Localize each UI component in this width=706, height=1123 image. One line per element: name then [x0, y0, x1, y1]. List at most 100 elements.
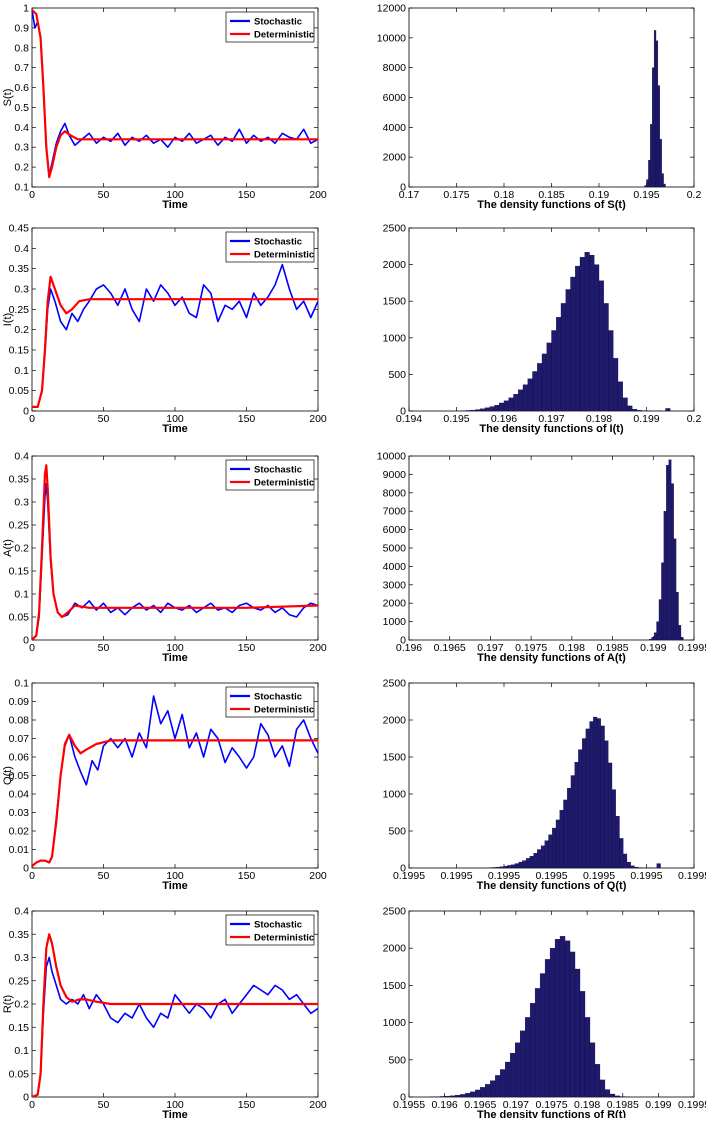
histogram-bar [669, 460, 671, 640]
y-tick-label: 0.06 [9, 752, 30, 764]
x-tick-label: 0 [29, 1099, 35, 1111]
y-tick-label: 7000 [383, 506, 407, 518]
histogram-bar [549, 835, 553, 868]
y-tick-label: 500 [388, 1054, 406, 1066]
y-tick-label: 0.7 [14, 62, 29, 74]
histogram-bar [595, 1064, 600, 1097]
y-tick-label: 0.1 [14, 1045, 29, 1057]
y-tick-label: 2000 [383, 715, 407, 727]
histogram-bar [499, 403, 504, 411]
histogram-bar [522, 861, 526, 868]
x-axis-label: Time [162, 423, 187, 435]
histogram-bar [671, 484, 673, 640]
legend-label-stochastic: Stochastic [254, 465, 302, 476]
legend-label-stochastic: Stochastic [254, 920, 302, 931]
histogram-bar [480, 1087, 485, 1097]
histogram-bar [504, 401, 509, 411]
histogram-bar [466, 410, 471, 411]
x-axis-label: Time [162, 1109, 187, 1118]
x-axis-label: The density functions of R(t) [477, 1109, 626, 1118]
histogram-bar [648, 160, 650, 187]
x-tick-label: 200 [309, 189, 327, 201]
histogram-bar [609, 330, 614, 411]
y-tick-label: 4000 [383, 561, 407, 573]
histogram-bar [545, 959, 550, 1097]
histogram-bar [495, 405, 500, 411]
y-tick-label: 1 [23, 3, 29, 15]
y-tick-label: 10000 [377, 451, 406, 463]
histogram-bar [514, 394, 519, 411]
histogram-bar [530, 1003, 535, 1097]
histogram-bar [608, 763, 612, 868]
y-axis-label: S(t) [2, 89, 14, 107]
y-axis-label: I(t) [2, 313, 14, 326]
histogram-bar [509, 398, 514, 411]
x-tick-label: 0.196 [431, 1099, 457, 1111]
histogram-bar [537, 363, 542, 411]
x-tick-label: 0.1995 [678, 1099, 706, 1111]
histogram-bar [674, 539, 676, 640]
y-tick-label: 1000 [383, 332, 407, 344]
y-tick-label: 0.2 [14, 999, 29, 1011]
y-tick-label: 0.1 [14, 678, 29, 690]
y-tick-label: 0.15 [9, 345, 30, 357]
histogram-bar [560, 810, 564, 868]
y-tick-label: 8000 [383, 487, 407, 499]
histogram-bar [570, 952, 575, 1097]
y-tick-label: 3000 [383, 579, 407, 591]
histogram-bar [552, 330, 557, 411]
y-tick-label: 2500 [383, 678, 407, 690]
histogram-bar [600, 1080, 605, 1097]
y-tick-label: 0.3 [14, 284, 29, 296]
x-tick-label: 0.1995 [630, 870, 662, 882]
y-tick-label: 0.35 [9, 474, 30, 486]
y-axis-label: Q(t) [2, 766, 14, 785]
x-tick-label: 150 [238, 189, 256, 201]
histogram-bar [567, 788, 571, 868]
histogram-bar [582, 739, 586, 869]
x-tick-label: 0.195 [443, 413, 469, 425]
x-tick-label: 0.2 [687, 413, 702, 425]
x-tick-label: 150 [238, 1099, 256, 1111]
x-tick-label: 0.17 [399, 189, 420, 201]
histogram-bar [440, 1096, 445, 1097]
y-tick-label: 0.3 [14, 952, 29, 964]
legend-label-stochastic: Stochastic [254, 692, 302, 703]
y-tick-label: 1500 [383, 296, 407, 308]
y-tick-label: 2000 [383, 598, 407, 610]
histogram-bar [601, 726, 605, 868]
histogram-bar [507, 865, 511, 868]
y-tick-label: 1000 [383, 616, 407, 628]
y-tick-label: 0.08 [9, 715, 30, 727]
y-tick-label: 0.2 [14, 162, 29, 174]
y-tick-label: 0.35 [9, 263, 30, 275]
histogram-bar [666, 465, 668, 640]
x-tick-label: 200 [309, 413, 327, 425]
histogram-bar [485, 408, 490, 411]
x-tick-label: 50 [98, 189, 110, 201]
histogram-bar [571, 277, 576, 411]
histogram-bar [518, 390, 523, 411]
x-tick-label: 0.175 [443, 189, 469, 201]
y-tick-label: 0.15 [9, 566, 30, 578]
x-tick-label: 0.195 [633, 189, 659, 201]
x-tick-label: 50 [98, 1099, 110, 1111]
histogram-bar [445, 1096, 450, 1097]
y-tick-label: 0.02 [9, 826, 30, 838]
histogram-bar [676, 592, 678, 640]
histogram-bar [615, 1096, 620, 1097]
histogram-bar [586, 729, 590, 868]
histogram-bar [530, 856, 534, 868]
y-tick-label: 0.2 [14, 324, 29, 336]
y-tick-label: 12000 [377, 3, 406, 15]
histogram-bar [580, 257, 585, 411]
x-tick-label: 200 [309, 870, 327, 882]
histogram-bar [510, 1053, 515, 1097]
y-tick-label: 10000 [377, 32, 406, 44]
y-tick-label: 2500 [383, 906, 407, 918]
x-axis-label: Time [162, 652, 187, 664]
y-tick-label: 2000 [383, 152, 407, 164]
histogram-bar [519, 862, 523, 868]
